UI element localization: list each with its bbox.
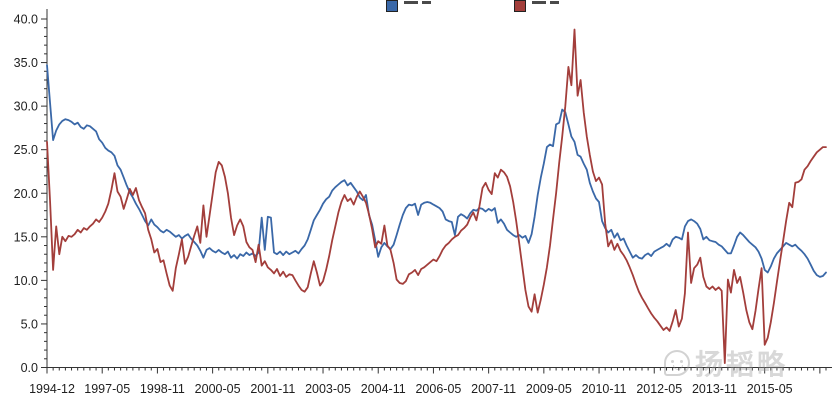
series_red-line (46, 28, 827, 365)
x-tick-label: 2007-11 (471, 382, 516, 396)
x-tick-label: 2013-11 (692, 382, 737, 396)
x-tick-label: 2006-05 (415, 382, 461, 396)
x-tick-label: 2012-05 (636, 382, 682, 396)
x-tick-label: 1997-05 (84, 382, 130, 396)
y-tick-label: 40.0 (14, 13, 38, 27)
y-tick-label: 10.0 (14, 274, 38, 288)
legend-label-clipped (422, 1, 431, 4)
x-tick-label: 1998-11 (140, 382, 185, 396)
y-tick-label: 5.0 (21, 317, 38, 331)
x-tick-label: 2010-11 (582, 382, 627, 396)
legend-label-clipped (404, 1, 418, 4)
x-tick-label: 2000-05 (195, 382, 241, 396)
legend-item-red (514, 0, 559, 12)
y-tick-label: 30.0 (14, 100, 38, 114)
series_blue-line (46, 64, 827, 278)
y-tick-label: 0.0 (21, 361, 38, 375)
x-tick-label: 1994-12 (29, 382, 75, 396)
x-tick-label: 2003-05 (305, 382, 351, 396)
legend-item-blue (386, 0, 431, 12)
legend-swatch-red (514, 0, 526, 12)
x-tick-label: 2004-11 (361, 382, 406, 396)
y-tick-label: 20.0 (14, 187, 38, 201)
y-tick-label: 15.0 (14, 230, 38, 244)
y-tick-label: 25.0 (14, 143, 38, 157)
x-tick-label: 2001-11 (250, 382, 295, 396)
x-tick-label: 2015-05 (747, 382, 793, 396)
x-tick-label: 2009-05 (526, 382, 572, 396)
legend-swatch-blue (386, 0, 398, 12)
legend-label-clipped (550, 1, 559, 4)
legend (0, 0, 837, 12)
legend-label-clipped (532, 1, 546, 4)
y-tick-label: 35.0 (14, 56, 38, 70)
